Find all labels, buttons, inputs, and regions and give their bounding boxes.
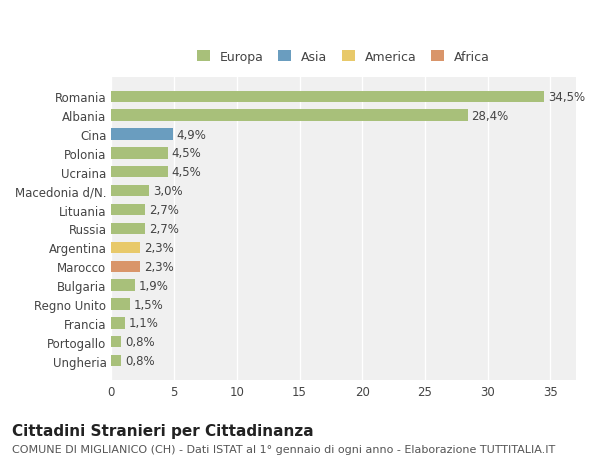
Text: 2,7%: 2,7% xyxy=(149,204,179,217)
Text: 0,8%: 0,8% xyxy=(125,336,155,348)
Text: COMUNE DI MIGLIANICO (CH) - Dati ISTAT al 1° gennaio di ogni anno - Elaborazione: COMUNE DI MIGLIANICO (CH) - Dati ISTAT a… xyxy=(12,444,555,454)
Bar xyxy=(112,91,544,103)
Bar xyxy=(112,204,145,216)
Text: 28,4%: 28,4% xyxy=(472,109,509,123)
Text: 4,5%: 4,5% xyxy=(172,147,202,160)
Legend: Europa, Asia, America, Africa: Europa, Asia, America, Africa xyxy=(191,45,496,70)
Text: 1,9%: 1,9% xyxy=(139,279,169,292)
Bar xyxy=(112,336,121,348)
Text: 34,5%: 34,5% xyxy=(548,90,585,104)
Text: 0,8%: 0,8% xyxy=(125,354,155,367)
Bar xyxy=(112,280,135,291)
Text: 2,3%: 2,3% xyxy=(144,241,174,254)
Bar xyxy=(112,355,121,367)
Bar xyxy=(112,148,168,159)
Text: Cittadini Stranieri per Cittadinanza: Cittadini Stranieri per Cittadinanza xyxy=(12,423,314,438)
Text: 1,5%: 1,5% xyxy=(134,298,164,311)
Text: 1,1%: 1,1% xyxy=(129,317,159,330)
Text: 2,7%: 2,7% xyxy=(149,223,179,235)
Bar xyxy=(112,129,173,140)
Bar xyxy=(112,318,125,329)
Text: 3,0%: 3,0% xyxy=(153,185,182,198)
Text: 2,3%: 2,3% xyxy=(144,260,174,273)
Text: 4,5%: 4,5% xyxy=(172,166,202,179)
Bar xyxy=(112,224,145,235)
Bar xyxy=(112,185,149,197)
Bar xyxy=(112,261,140,272)
Bar xyxy=(112,110,467,122)
Bar xyxy=(112,299,130,310)
Text: 4,9%: 4,9% xyxy=(176,128,206,141)
Bar xyxy=(112,242,140,253)
Bar xyxy=(112,167,168,178)
